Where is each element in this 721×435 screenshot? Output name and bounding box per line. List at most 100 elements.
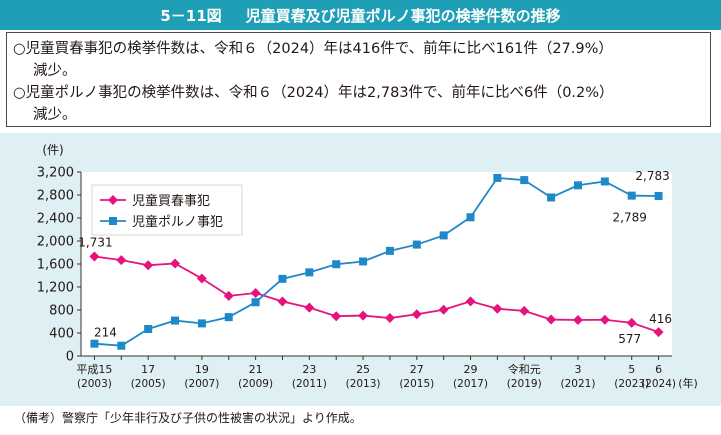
data-point-series-2 [305, 268, 314, 277]
data-point-series-1 [546, 314, 557, 325]
data-point-series-2 [412, 240, 421, 249]
figure-header: 5－11図 児童買春及び児童ポルノ事犯の検挙件数の推移 [0, 0, 721, 30]
legend-label-1: 児童買春事犯 [132, 193, 210, 209]
x-tick-label-year: (2003) [77, 378, 112, 390]
x-tick-label-year: (2009) [238, 378, 273, 390]
data-point-series-1 [384, 313, 395, 324]
x-tick-label: 6 [655, 363, 662, 376]
x-tick-label: 令和元 [508, 362, 541, 376]
data-point-series-1 [170, 258, 181, 269]
legend-label-2: 児童ポルノ事犯 [132, 214, 223, 230]
data-point-series-2 [547, 193, 556, 202]
summary-line-2: ○児童ポルノ事犯の検挙件数は、令和６（2024）年は2,783件で、前年に比べ6… [13, 85, 614, 101]
data-label: 577 [618, 332, 641, 346]
data-point-series-1 [653, 327, 664, 338]
y-tick-label: 0 [66, 350, 74, 365]
chart-panel: 0 400 800 1,200 1,600 2,000 2,400 2,800 3,200 (件)… [0, 133, 721, 406]
data-label: 416 [649, 312, 672, 326]
data-point-series-1 [331, 311, 342, 322]
y-tick-label: 800 [49, 304, 74, 319]
y-tick-label: 1,600 [37, 258, 74, 273]
data-point-series-1 [599, 314, 610, 325]
legend-marker-2 [109, 217, 117, 225]
data-point-series-1 [572, 315, 583, 326]
series-line-1 [94, 255, 659, 333]
y-tick-label: 1,200 [37, 281, 74, 296]
x-tick-label: 17 [141, 363, 155, 376]
x-tick-label: 21 [249, 363, 263, 376]
data-point-series-2 [332, 260, 341, 269]
x-tick-label: 3 [574, 363, 581, 376]
data-point-series-1 [89, 251, 100, 262]
data-point-series-2 [144, 324, 153, 333]
source-note: （備考）警察庁「少年非行及び子供の性被害の状況」より作成。 [14, 411, 362, 425]
data-point-series-1 [411, 309, 422, 320]
x-axis-unit: (年) [678, 376, 698, 390]
data-point-series-1 [492, 303, 503, 314]
y-tick-label: 2,400 [37, 212, 74, 227]
x-tick-label-year: (2024) [641, 378, 676, 390]
data-point-series-1 [438, 304, 449, 315]
data-point-series-2 [466, 213, 475, 222]
data-point-series-1 [277, 296, 288, 307]
y-tick-label: 2,800 [37, 189, 74, 204]
x-tick-label-year: (2019) [507, 378, 542, 390]
data-point-series-1 [143, 260, 154, 271]
y-axis-unit: (件) [42, 143, 63, 157]
data-point-series-2 [385, 246, 394, 255]
x-tick-label: 27 [410, 363, 424, 376]
summary-line-1: ○児童買春事犯の検挙件数は、令和６（2024）年は416件で、前年に比べ161件… [13, 41, 613, 57]
summary-line-1-cont: 減少。 [33, 63, 77, 79]
figure-title: 児童買春及び児童ポルノ事犯の検挙件数の推移 [245, 6, 561, 25]
x-tick-label-year: (2023) [614, 378, 649, 390]
data-point-series-2 [359, 257, 368, 266]
data-point-series-2 [627, 191, 636, 200]
legend-marker-1 [108, 195, 118, 205]
x-tick-label-year: (2011) [292, 378, 327, 390]
data-label: 214 [94, 326, 117, 340]
data-point-series-2 [278, 274, 287, 283]
x-tick-label-year: (2017) [453, 378, 488, 390]
x-tick-label: 5 [628, 363, 635, 376]
data-point-series-2 [117, 341, 126, 350]
y-tick-label: 400 [49, 327, 74, 342]
series-line-2 [94, 176, 659, 347]
data-point-series-2 [439, 231, 448, 240]
data-point-series-2 [197, 319, 206, 328]
summary-box: ○児童買春事犯の検挙件数は、令和６（2024）年は416件で、前年に比べ161件… [6, 32, 711, 127]
y-tick-label: 2,000 [37, 235, 74, 250]
data-label: 2,789 [613, 211, 647, 225]
x-tick-label: 29 [464, 363, 478, 376]
data-label: 1,731 [78, 235, 112, 249]
x-tick-label: 25 [356, 363, 370, 376]
data-point-series-1 [519, 305, 530, 316]
line-chart: 0 400 800 1,200 1,600 2,000 2,400 2,800 3,200 (件)… [37, 143, 698, 390]
x-tick-label-year: (2005) [131, 378, 166, 390]
data-point-series-2 [654, 191, 663, 200]
x-tick-label: 19 [195, 363, 209, 376]
data-point-series-1 [465, 296, 476, 307]
legend-box [91, 184, 243, 236]
y-tick-label: 3,200 [37, 166, 74, 181]
data-point-series-2 [600, 177, 609, 186]
data-point-series-1 [116, 255, 127, 266]
summary-line-2-cont: 減少。 [33, 107, 77, 123]
x-tick-label-year: (2013) [346, 378, 381, 390]
figure-number: 5－11図 [160, 6, 222, 25]
x-tick-label: 平成15 [76, 363, 112, 376]
data-point-series-1 [304, 302, 315, 313]
data-point-series-1 [250, 288, 261, 299]
data-point-series-2 [90, 339, 99, 348]
x-tick-label-year: (2021) [561, 378, 596, 390]
data-point-series-1 [626, 317, 637, 328]
x-tick-label-year: (2015) [399, 378, 434, 390]
data-point-series-2 [520, 176, 529, 185]
data-point-series-2 [493, 173, 502, 182]
data-point-series-2 [171, 316, 180, 325]
data-point-series-1 [358, 310, 369, 321]
data-point-series-1 [223, 290, 234, 301]
data-point-series-2 [573, 181, 582, 190]
data-point-series-2 [224, 313, 233, 322]
data-point-series-1 [196, 273, 207, 284]
x-tick-label-year: (2007) [184, 378, 219, 390]
